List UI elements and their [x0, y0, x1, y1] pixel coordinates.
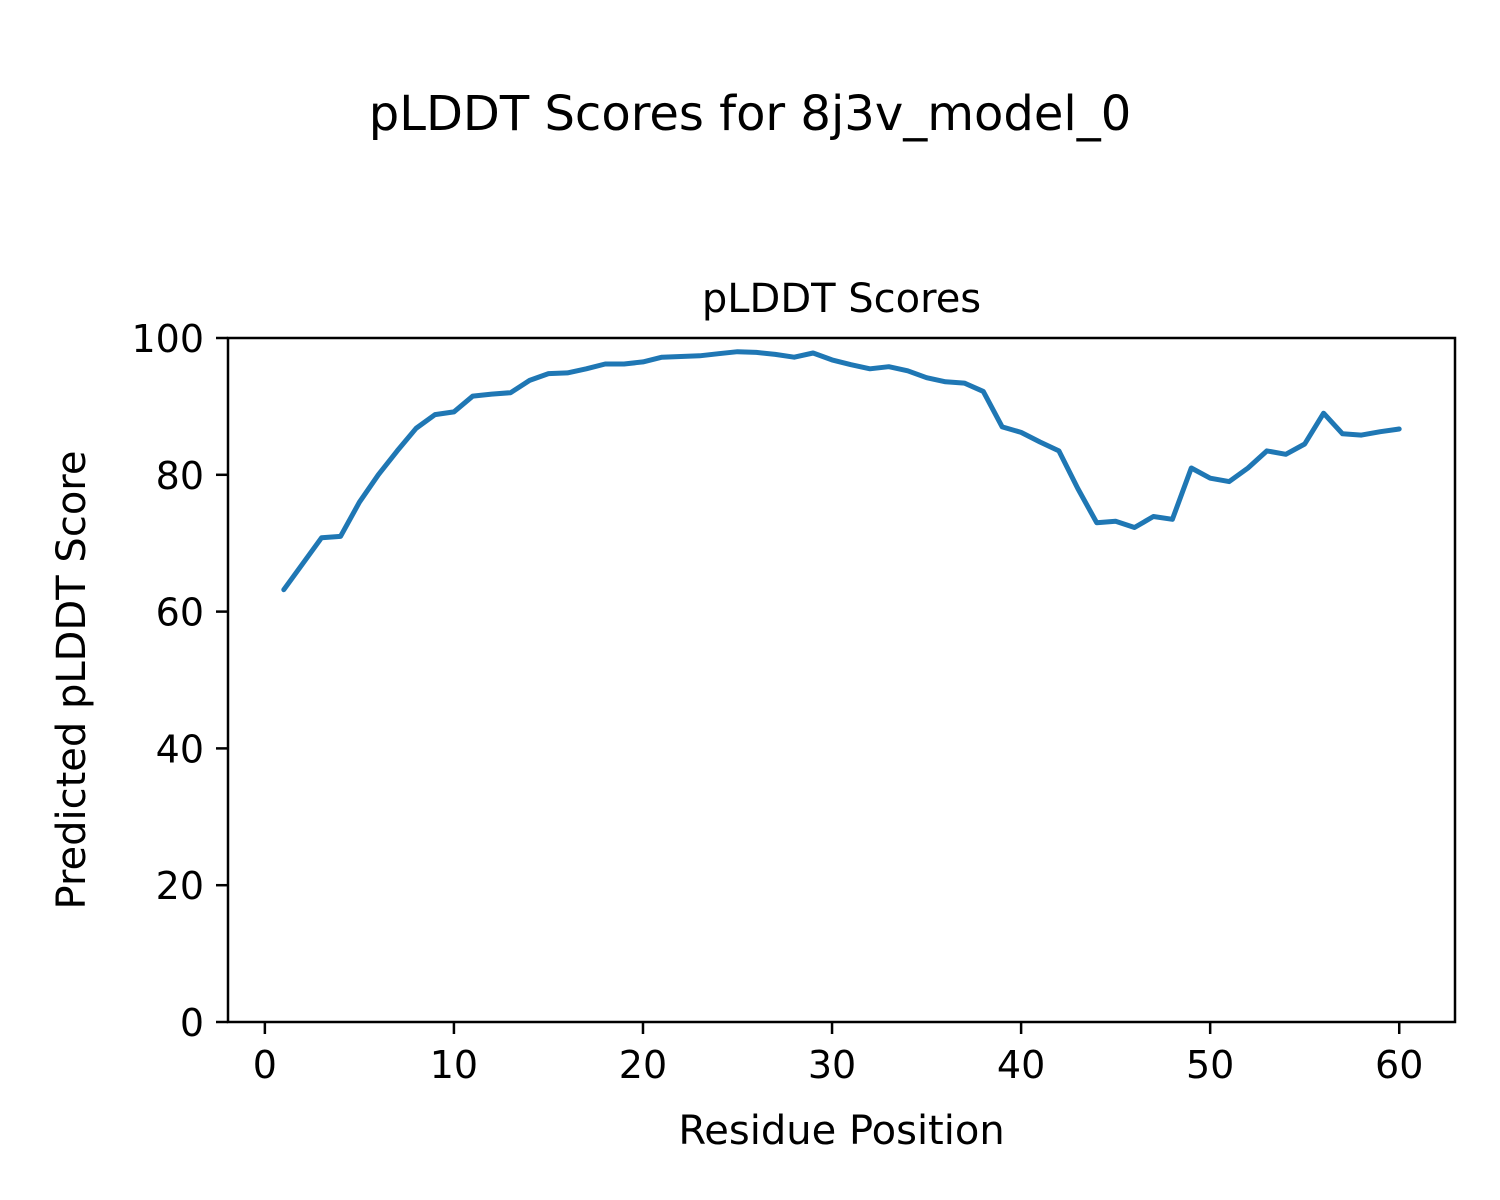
- x-tick-label: 20: [619, 1043, 667, 1087]
- x-tick-label: 30: [808, 1043, 856, 1087]
- plddt-line: [281, 349, 1402, 593]
- x-tick-label: 50: [1186, 1043, 1234, 1087]
- y-tick-label: 40: [156, 727, 204, 771]
- figure-suptitle: pLDDT Scores for 8j3v_model_0: [368, 86, 1132, 142]
- y-tick-label: 80: [156, 454, 204, 498]
- y-tick-label: 0: [180, 1001, 204, 1045]
- y-tick-label: 20: [156, 864, 204, 908]
- x-axis-label: Residue Position: [678, 1108, 1005, 1154]
- x-tick-label: 10: [430, 1043, 478, 1087]
- y-tick-label: 60: [156, 591, 204, 635]
- x-tick-label: 40: [997, 1043, 1045, 1087]
- x-tick-label: 0: [253, 1043, 277, 1087]
- y-tick-label: 100: [131, 317, 204, 361]
- axes-title: pLDDT Scores: [701, 276, 982, 322]
- x-tick-label: 60: [1375, 1043, 1423, 1087]
- y-axis-label: Predicted pLDDT Score: [49, 450, 95, 910]
- axes-spines: [226, 336, 1457, 1024]
